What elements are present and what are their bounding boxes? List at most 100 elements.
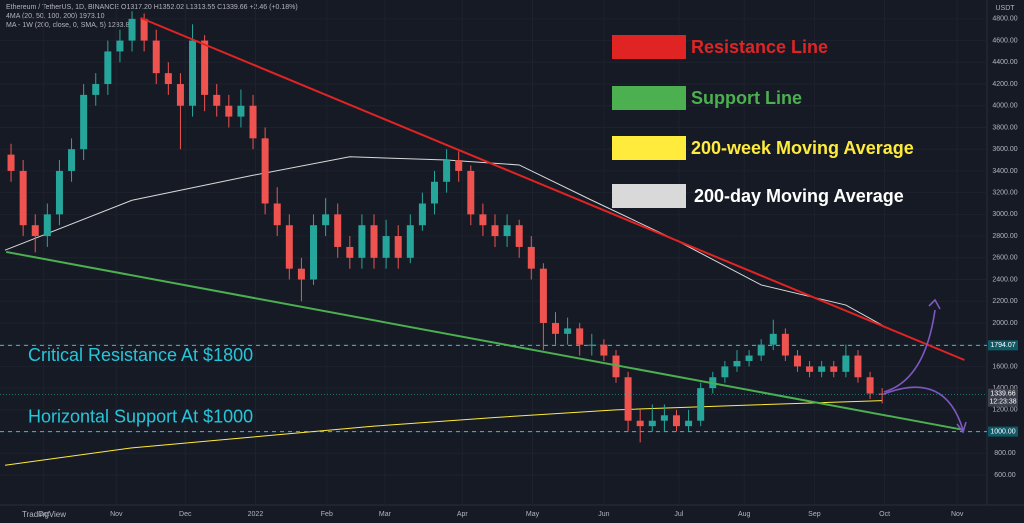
currency: USDT [995, 5, 1015, 12]
candle-body [19, 170, 27, 226]
y-tick-label: 3400.00 [992, 168, 1017, 175]
brand: TradingView [22, 510, 66, 519]
candle-body [866, 377, 874, 394]
x-tick-label: Nov [110, 511, 123, 518]
x-tick-label: Jul [674, 511, 683, 518]
candle-body [346, 246, 354, 258]
candle-body [842, 355, 850, 372]
candle-body [418, 203, 426, 226]
candle-body [612, 355, 620, 378]
x-tick-label: Dec [179, 511, 192, 518]
legend-swatch [612, 184, 686, 208]
y-tick-label: 4000.00 [992, 103, 1017, 110]
price-label-box [988, 340, 1018, 351]
candle-body [830, 366, 838, 372]
candle-body [551, 322, 559, 334]
candle-body [491, 225, 499, 237]
x-tick-label: Nov [951, 511, 964, 518]
candle-body [189, 40, 197, 106]
candle-body [685, 420, 693, 427]
y-tick-label: 2400.00 [992, 276, 1017, 283]
candle-body [92, 84, 100, 95]
candle-body [297, 268, 305, 280]
countdown: 12:23:38 [989, 399, 1016, 406]
candle-body [878, 393, 886, 395]
y-tick-label: 2200.00 [992, 298, 1017, 305]
legend-label: Resistance Line [691, 37, 828, 57]
candle-body [68, 149, 76, 171]
candle-body [80, 94, 88, 150]
x-tick-label: Apr [457, 511, 469, 518]
candle-body [636, 420, 644, 427]
legend-label: 200-day Moving Average [694, 186, 904, 206]
legend-label: 200-week Moving Average [691, 138, 914, 158]
candle-body [793, 355, 801, 367]
candle-body [854, 355, 862, 378]
x-tick-label: May [526, 511, 540, 518]
candle-body [467, 170, 475, 215]
symbol-info: Ethereum / TetherUS, 1D, BINANCE O1317.2… [6, 4, 298, 11]
x-tick-label: Aug [738, 511, 751, 518]
y-tick-label: 1600.00 [992, 363, 1017, 370]
legend-swatch [612, 35, 686, 59]
candle-body [443, 160, 451, 182]
candle-body [539, 268, 547, 323]
candle-body [164, 73, 172, 85]
candle-body [261, 138, 269, 204]
candle-body [721, 366, 729, 378]
candle-body [733, 360, 741, 367]
candle-body [503, 225, 511, 237]
candle-body [624, 377, 632, 421]
y-tick-label: 3600.00 [992, 146, 1017, 153]
line [140, 16, 965, 361]
candle-body [116, 40, 124, 52]
candle-body [334, 214, 342, 247]
candle-body [237, 105, 245, 117]
x-tick-label: Jun [598, 511, 609, 518]
x-tick-label: Feb [321, 511, 333, 518]
candle-body [431, 181, 439, 204]
candle-body [660, 415, 668, 421]
candle-body [382, 236, 390, 258]
candle-body [576, 328, 584, 345]
candle-body [818, 366, 826, 372]
indicator-info: MA - 1W (200, close, 0, SMA, 5) 1283.80 [6, 22, 133, 29]
candle-body [406, 225, 414, 258]
candle-body [225, 105, 233, 117]
y-tick-label: 2800.00 [992, 233, 1017, 240]
annotation: Horizontal Support At $1000 [28, 406, 253, 426]
y-tick-label: 2000.00 [992, 320, 1017, 327]
candle-body [128, 18, 136, 41]
candle-body [781, 333, 789, 356]
candle-body [152, 40, 160, 74]
candle-body [104, 51, 112, 85]
candle-body [43, 214, 51, 237]
legend-swatch [612, 136, 686, 160]
x-tick-label: Oct [38, 511, 49, 518]
legend-swatch [612, 86, 686, 110]
y-tick-label: 3200.00 [992, 189, 1017, 196]
line [6, 250, 965, 432]
candle-body [176, 84, 184, 106]
x-tick-label: Sep [808, 511, 821, 518]
x-tick-label: Oct [879, 511, 890, 518]
y-tick-label: 2600.00 [992, 255, 1017, 262]
y-tick-label: 4600.00 [992, 37, 1017, 44]
price-label: 1339.66 [990, 391, 1015, 398]
line [4, 400, 883, 466]
candle-body [140, 18, 148, 41]
candle-body [769, 333, 777, 345]
candle-body [273, 203, 281, 226]
candle-body [310, 225, 318, 280]
candle-body [806, 366, 814, 372]
candle-body [455, 160, 463, 171]
candle-body [285, 225, 293, 269]
arrow-head [928, 298, 941, 310]
y-tick-label: 4200.00 [992, 81, 1017, 88]
annotation: Critical Resistance At $1800 [28, 345, 253, 365]
candle-body [322, 214, 330, 226]
y-tick-label: 3800.00 [992, 124, 1017, 131]
y-tick-label: 600.00 [994, 472, 1016, 479]
